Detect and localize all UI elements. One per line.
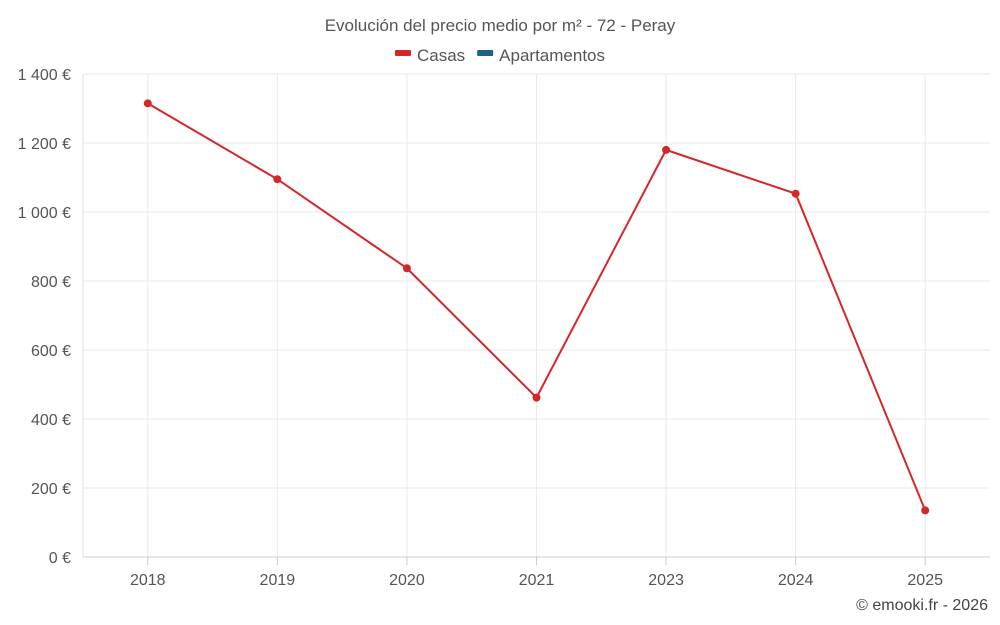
grid (82, 73, 990, 558)
legend-swatch (394, 50, 411, 56)
legend-swatch (477, 50, 494, 56)
x-tick-label: 2018 (130, 572, 166, 589)
data-point[interactable] (791, 189, 800, 198)
x-tick-label: 2021 (519, 572, 555, 589)
x-tick-label: 2019 (260, 572, 296, 589)
y-tick-label: 400 € (31, 412, 71, 429)
data-point[interactable] (662, 145, 671, 154)
legend-item-0[interactable]: Casas (394, 46, 465, 65)
x-tick-label: 2024 (778, 572, 814, 589)
y-tick-label: 800 € (31, 274, 71, 291)
x-tick-label: 2023 (648, 572, 684, 589)
data-point[interactable] (273, 175, 282, 184)
x-tick-label: 2025 (907, 572, 943, 589)
axes: 0 € 200 € 400 € 600 € 800 € 1 000 € 1 200 € 1 4… (18, 67, 990, 589)
data-point[interactable] (143, 99, 152, 108)
data-point[interactable] (402, 264, 411, 273)
y-tick-label: 1 000 € (18, 205, 71, 222)
legend-label: Casas (417, 46, 465, 65)
y-tick-label: 600 € (31, 343, 71, 360)
credit-text: © emooki.fr - 2026 (856, 597, 988, 614)
y-tick-label: 200 € (31, 481, 71, 498)
y-tick-label: 1 200 € (18, 136, 71, 153)
legend-item-1[interactable]: Apartamentos (477, 46, 605, 65)
series-layer (143, 99, 930, 515)
y-tick-label: 1 400 € (18, 67, 71, 84)
x-tick-label: 2020 (389, 572, 425, 589)
legend-label: Apartamentos (499, 46, 605, 65)
data-point[interactable] (921, 506, 930, 515)
legend: Casas Apartamentos (394, 46, 605, 65)
chart-title: Evolución del precio medio por m² - 72 -… (325, 16, 676, 35)
data-point[interactable] (532, 393, 541, 402)
y-tick-label: 0 € (49, 550, 71, 567)
